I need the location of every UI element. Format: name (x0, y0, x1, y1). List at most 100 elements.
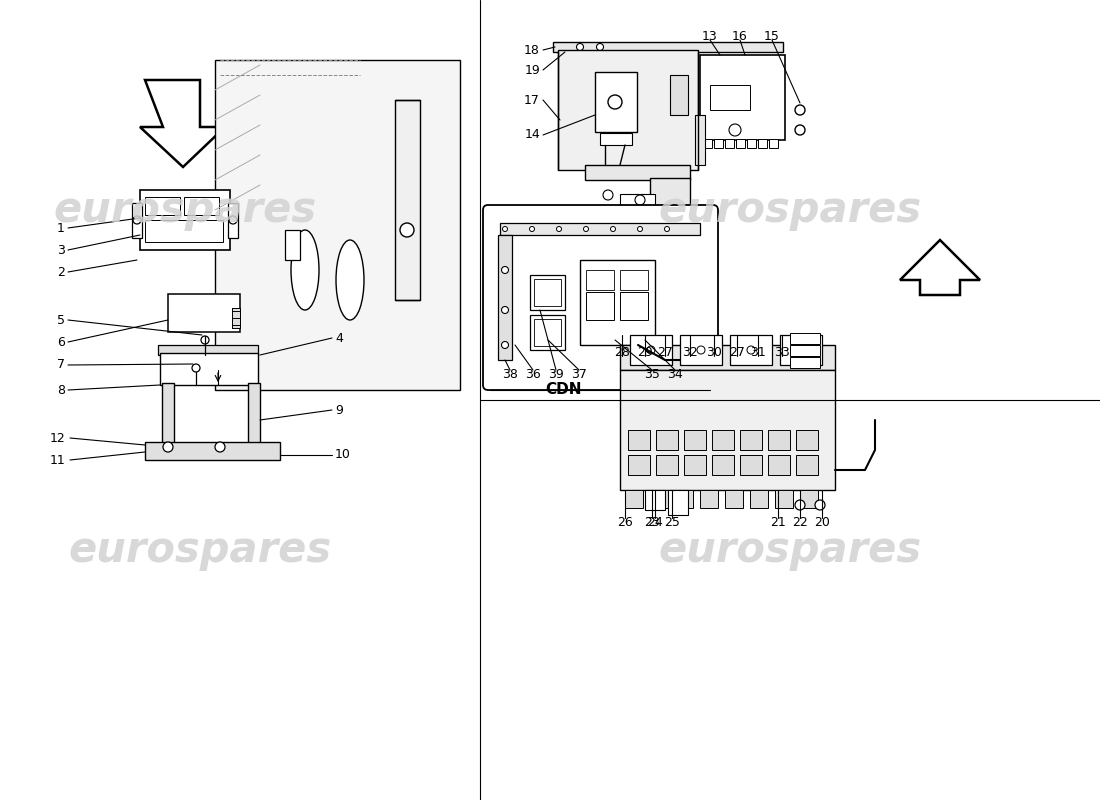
Circle shape (815, 500, 825, 510)
FancyBboxPatch shape (483, 205, 718, 390)
Bar (232, 308, 240, 328)
Text: 8: 8 (57, 383, 65, 397)
Text: 39: 39 (548, 369, 564, 382)
Circle shape (610, 226, 616, 231)
Text: 3: 3 (57, 243, 65, 257)
Text: 25: 25 (664, 517, 680, 530)
Bar (285, 230, 300, 260)
Bar (740, 455, 762, 475)
Bar (712, 455, 734, 475)
Circle shape (596, 43, 604, 50)
Bar (650, 178, 690, 210)
Bar (758, 139, 767, 148)
Bar (132, 203, 142, 238)
Bar (700, 55, 785, 140)
Circle shape (798, 346, 805, 354)
Bar (736, 139, 745, 148)
Bar (162, 383, 174, 445)
Bar (168, 294, 240, 332)
Text: 6: 6 (57, 335, 65, 349)
Bar (628, 430, 650, 450)
Circle shape (608, 95, 622, 109)
Bar (790, 357, 820, 368)
Bar (500, 223, 700, 235)
Text: 28: 28 (614, 346, 630, 358)
Bar (585, 165, 690, 180)
Text: 7: 7 (57, 358, 65, 371)
Bar (750, 490, 768, 508)
Text: 13: 13 (702, 30, 718, 42)
Bar (730, 335, 772, 365)
Text: 33: 33 (774, 346, 790, 358)
Text: eurospares: eurospares (659, 529, 922, 571)
Circle shape (400, 223, 414, 237)
Bar (248, 383, 260, 445)
Bar (769, 139, 778, 148)
Bar (145, 442, 280, 460)
Circle shape (747, 346, 755, 354)
Bar (680, 335, 722, 365)
Circle shape (576, 43, 583, 50)
Bar (498, 235, 512, 360)
Text: 16: 16 (733, 30, 748, 42)
Bar (656, 430, 678, 450)
Bar (800, 490, 818, 508)
Text: 24: 24 (647, 517, 663, 530)
Circle shape (638, 226, 642, 231)
Bar (620, 270, 648, 290)
Bar (140, 190, 230, 250)
Bar (232, 308, 240, 328)
Bar (645, 490, 665, 510)
Text: 23: 23 (645, 517, 660, 530)
Bar (214, 60, 460, 390)
Text: 37: 37 (571, 369, 587, 382)
Bar (650, 490, 668, 508)
Text: 12: 12 (50, 431, 65, 445)
Text: 32: 32 (682, 346, 697, 358)
Bar (700, 490, 718, 508)
Circle shape (635, 195, 645, 205)
Text: 9: 9 (336, 403, 343, 417)
Circle shape (201, 336, 209, 344)
Text: 38: 38 (502, 369, 518, 382)
Text: 34: 34 (667, 369, 683, 382)
Text: 27: 27 (729, 346, 745, 358)
Circle shape (133, 216, 141, 224)
Bar (712, 430, 734, 450)
Bar (780, 335, 822, 365)
Bar (725, 139, 734, 148)
Polygon shape (900, 240, 980, 295)
Text: 4: 4 (336, 331, 343, 345)
Bar (714, 139, 723, 148)
Text: 27: 27 (657, 346, 673, 358)
Text: 18: 18 (524, 43, 540, 57)
Bar (184, 197, 219, 215)
Bar (620, 292, 648, 320)
Bar (790, 333, 820, 344)
Text: 14: 14 (525, 129, 540, 142)
Text: 17: 17 (524, 94, 540, 106)
Bar (580, 260, 654, 345)
Circle shape (697, 346, 705, 354)
Bar (600, 133, 632, 145)
Circle shape (557, 226, 561, 231)
Circle shape (795, 105, 805, 115)
Bar (796, 430, 818, 450)
Bar (670, 75, 688, 115)
Bar (228, 203, 238, 238)
Bar (530, 315, 565, 350)
Bar (790, 345, 820, 356)
Text: 11: 11 (50, 454, 65, 466)
Polygon shape (140, 80, 225, 167)
Bar (534, 319, 561, 346)
Bar (145, 197, 180, 215)
Bar (558, 50, 698, 170)
Ellipse shape (292, 230, 319, 310)
Circle shape (603, 190, 613, 200)
Bar (395, 100, 420, 300)
Circle shape (647, 346, 654, 354)
Text: 2: 2 (57, 266, 65, 278)
Text: 26: 26 (617, 517, 632, 530)
Bar (620, 345, 835, 370)
Text: 19: 19 (525, 63, 540, 77)
